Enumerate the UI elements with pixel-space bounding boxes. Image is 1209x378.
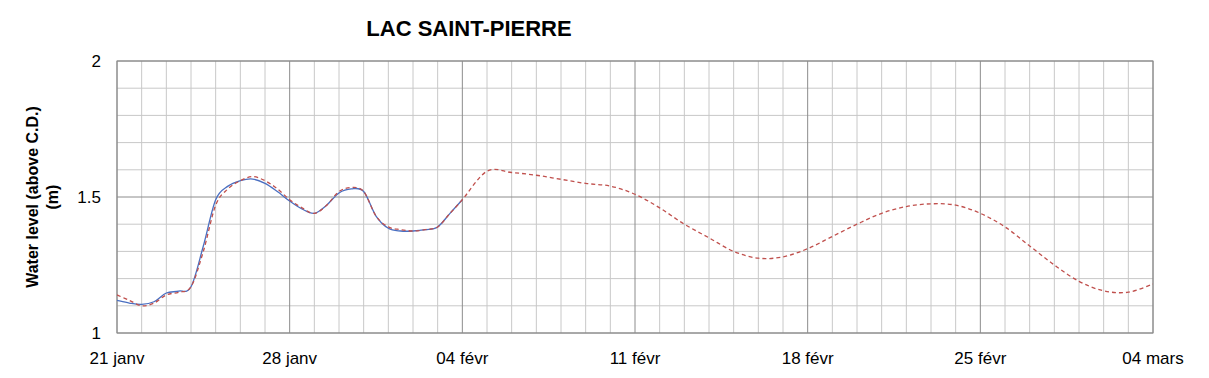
x-tick-label: 11 févr <box>610 349 661 368</box>
title: LAC SAINT-PIERRE <box>366 16 571 41</box>
grid <box>117 61 1153 333</box>
grid-line <box>117 197 1153 198</box>
series-line <box>117 179 462 305</box>
chart: 21 janv 28 janv 04 févr 11 févr 18 févr 25 fé… <box>0 0 1209 378</box>
x-tick-label: 18 févr <box>782 349 834 368</box>
y-axis-label: Water level (above C.D.) <box>24 106 41 288</box>
series-line <box>117 169 1153 306</box>
x-tick-label: 04 févr <box>436 349 488 368</box>
plot-area <box>117 61 1153 333</box>
y-tick-label: 1 <box>92 324 101 343</box>
x-tick-label: 04 mars <box>1122 349 1183 368</box>
x-tick-label: 28 janv <box>262 349 317 368</box>
y-tick-label: 2 <box>92 52 101 71</box>
x-tick-label: 21 janv <box>90 349 145 368</box>
plot-frame <box>117 61 1153 333</box>
x-tick-label: 25 févr <box>954 349 1006 368</box>
series-group <box>117 169 1153 306</box>
y-tick-label: 1.5 <box>77 188 101 207</box>
y-axis-label: (m) <box>44 185 61 210</box>
